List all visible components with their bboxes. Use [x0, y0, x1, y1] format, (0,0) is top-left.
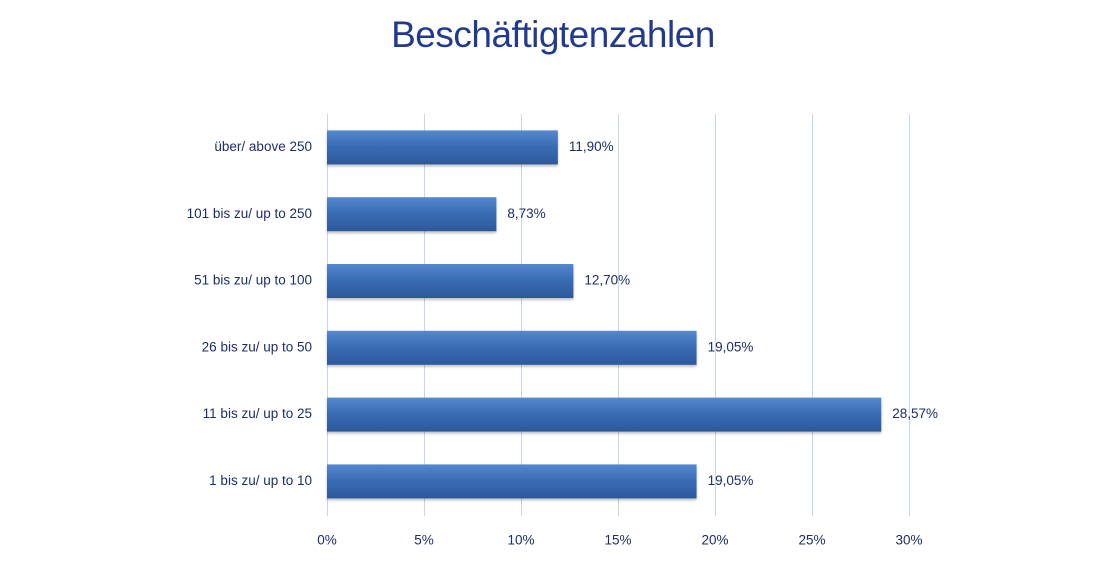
data-label: 11,90%: [569, 139, 614, 154]
x-tick-label: 20%: [701, 533, 728, 548]
bar: [327, 264, 574, 298]
x-tick-label: 15%: [604, 533, 631, 548]
category-label: 26 bis zu/ up to 50: [202, 339, 312, 354]
bar: [327, 130, 558, 165]
data-label: 28,57%: [892, 406, 938, 421]
data-label: 8,73%: [507, 206, 545, 221]
category-label: 101 bis zu/ up to 250: [187, 206, 312, 221]
chart-title: Beschäftigtenzahlen: [391, 14, 715, 55]
bar: [327, 197, 497, 232]
category-label: 51 bis zu/ up to 100: [194, 273, 312, 288]
category-label: über/ above 250: [214, 139, 312, 154]
category-label: 1 bis zu/ up to 10: [209, 473, 312, 488]
x-tick-label: 25%: [798, 533, 825, 548]
data-label: 19,05%: [708, 339, 754, 354]
bar: [327, 330, 697, 365]
gridlines: [327, 114, 910, 516]
x-tick-label: 0%: [317, 533, 337, 548]
data-label: 12,70%: [584, 273, 630, 288]
bar: [327, 464, 697, 499]
category-label: 11 bis zu/ up to 25: [203, 406, 312, 421]
bars: [327, 130, 882, 499]
x-tick-label: 5%: [414, 533, 434, 548]
bar: [327, 397, 882, 432]
x-tick-label: 10%: [507, 533, 534, 548]
labels: 0% 5% 10% 15% 20% 25% 30% über/ above 250 11,90%…: [187, 139, 938, 548]
data-label: 19,05%: [708, 473, 754, 488]
x-tick-label: 30%: [895, 533, 922, 548]
